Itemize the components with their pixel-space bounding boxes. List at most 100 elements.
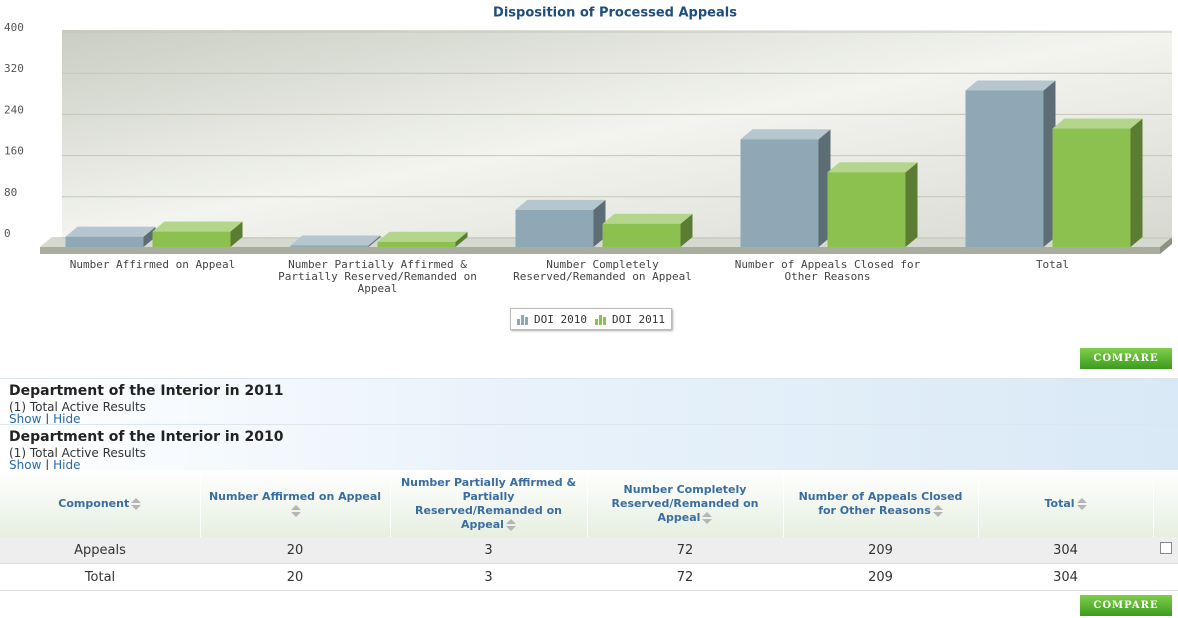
legend-icon-bar <box>594 318 598 325</box>
bar-side-shade <box>455 231 468 247</box>
bar-side-shade <box>1130 118 1143 247</box>
hide-link[interactable]: Hide <box>53 458 81 472</box>
bar <box>827 172 906 247</box>
column-title: Number Completely Reserved/Remanded on A… <box>611 482 759 524</box>
table-body: Appeals 20 3 72 209 304 Total 20 3 72 209 304 <box>0 537 1178 591</box>
header-row: Component Number Affirmed on Appeal Number… <box>0 470 1178 537</box>
table-cell: 209 <box>783 537 978 564</box>
section-header: Department of the Interior in 2010 (1) To… <box>0 424 1178 472</box>
bar-side-shade <box>905 162 918 247</box>
sort-up <box>702 511 713 517</box>
column-header: Number Completely Reserved/Remanded on A… <box>587 470 784 537</box>
select-header <box>1153 470 1178 537</box>
y-tick-label: 160 <box>4 145 24 158</box>
separator: | <box>45 458 50 472</box>
column-header: Number Partially Affirmed & Partially Re… <box>390 470 588 537</box>
legend-label: DOI 2011 <box>611 312 665 326</box>
x-tick-label: Number Partially Affirmed & Partially Re… <box>278 258 477 295</box>
table-cell: 20 <box>200 537 390 564</box>
bar <box>152 231 231 247</box>
sort-up <box>131 497 142 503</box>
table-cell: 209 <box>783 563 978 591</box>
bar-top <box>602 213 693 224</box>
bar-top-light <box>377 231 468 242</box>
bar-side <box>680 213 693 247</box>
column-header: Number Affirmed on Appeal <box>200 470 391 537</box>
legend-icon-bar <box>521 314 524 325</box>
section-results: (1) Total Active Results <box>9 400 146 414</box>
floor-side <box>1160 237 1172 254</box>
bar-top <box>290 235 381 246</box>
select-cell <box>1153 537 1178 564</box>
sort-down <box>131 504 142 510</box>
sort-icon[interactable] <box>932 504 943 517</box>
bar <box>1052 128 1131 247</box>
sort-down <box>1076 504 1087 510</box>
bar-side <box>230 221 243 247</box>
bar-top-light <box>1052 118 1143 129</box>
bar-top <box>740 129 831 140</box>
compare-button[interactable]: COMPARE <box>1080 595 1172 616</box>
legend-item: DOI 2010 <box>517 313 587 326</box>
section-results: (1) Total Active Results <box>9 446 146 460</box>
table-cell: Appeals <box>0 537 200 564</box>
results-table: Component Number Affirmed on Appeal Number… <box>0 470 1178 591</box>
column-title: Component <box>58 496 130 510</box>
x-tick-label: Number Completely Reserved/Remanded on A… <box>513 258 692 283</box>
sort-icon[interactable] <box>291 504 301 517</box>
sort-down <box>702 518 713 524</box>
bar-top-light <box>152 221 243 232</box>
table-row: Appeals 20 3 72 209 304 <box>0 537 1178 564</box>
bar-top <box>827 162 918 173</box>
sort-icon[interactable] <box>1076 497 1087 510</box>
bar <box>602 223 681 247</box>
section-header: Department of the Interior in 2011 (1) To… <box>0 378 1178 426</box>
checkbox[interactable] <box>1159 542 1172 554</box>
column-title: Number Partially Affirmed & Partially Re… <box>400 475 577 531</box>
sort-icon[interactable] <box>702 511 713 524</box>
legend-icon-bar <box>598 314 602 325</box>
bar-top <box>515 199 606 210</box>
bar <box>515 209 594 247</box>
table-row: Total 20 3 72 209 304 <box>0 563 1178 591</box>
y-tick-label: 240 <box>4 103 24 116</box>
column-header: Total <box>978 470 1154 537</box>
sort-down <box>291 511 301 517</box>
show-link[interactable]: Show <box>9 458 42 472</box>
bar-side-shade <box>680 213 693 247</box>
separator: | <box>45 412 50 426</box>
sort-icon[interactable] <box>131 497 142 510</box>
bar-top <box>965 80 1056 91</box>
y-tick-label: 0 <box>4 227 11 240</box>
table-cell: 72 <box>587 563 783 591</box>
bar <box>377 241 456 247</box>
compare-button[interactable]: COMPARE <box>1080 348 1172 369</box>
table-head: Component Number Affirmed on Appeal Number… <box>0 470 1178 537</box>
bar-side <box>455 231 468 247</box>
section-links: Show | Hide <box>9 412 80 426</box>
legend-icon <box>517 314 528 325</box>
floor-front <box>40 247 1160 254</box>
legend-item: DOI 2011 <box>594 312 665 326</box>
bar-top <box>152 221 243 232</box>
bar-top-light <box>65 226 156 237</box>
legend-icon <box>594 314 606 325</box>
section-links: Show | Hide <box>9 458 80 472</box>
legend-label: DOI 2010 <box>534 312 587 326</box>
x-tick-label: Number of Appeals Closed for Other Reaso… <box>734 258 921 283</box>
column-title: Number of Appeals Closed for Other Reaso… <box>798 489 963 517</box>
legend-icon-bar <box>602 316 606 325</box>
y-tick-label: 320 <box>4 62 24 75</box>
sort-icon[interactable] <box>505 518 516 531</box>
bar-top <box>1052 118 1143 129</box>
bar-top-light <box>740 129 831 140</box>
bar-side-shade <box>368 235 381 247</box>
table-cell: 304 <box>978 563 1153 591</box>
bar <box>965 90 1044 247</box>
sort-up <box>932 504 943 510</box>
show-link[interactable]: Show <box>9 412 42 426</box>
sort-down <box>505 525 516 531</box>
bar <box>740 139 819 247</box>
hide-link[interactable]: Hide <box>53 412 81 426</box>
